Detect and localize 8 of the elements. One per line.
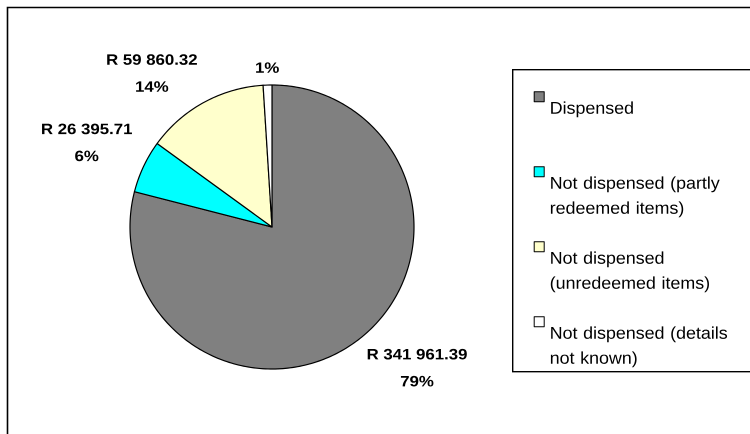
legend-label: Not dispensed (unredeemed items) (550, 251, 709, 292)
data-label: R 341 961.39 79% (368, 348, 467, 387)
data-label: R 26 395.71 6% (42, 124, 132, 162)
data-label: 1% (256, 62, 279, 73)
legend-label: Not dispensed (details not known) (550, 326, 728, 368)
legend-label: Not dispensed (partly redeemed items) (550, 176, 720, 218)
data-label: R 59 860.32 14% (107, 54, 197, 92)
legend-label: Dispensed (551, 101, 633, 118)
